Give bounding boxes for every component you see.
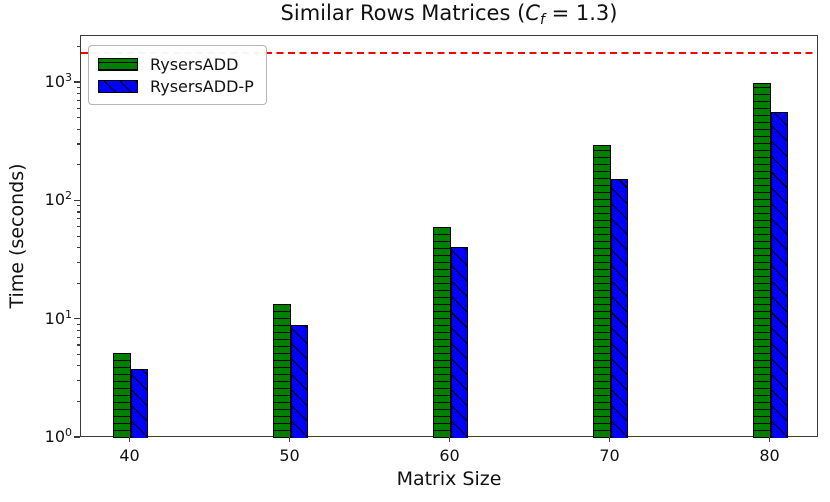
y-minor-tick (76, 86, 80, 89)
y-minor-tick (76, 329, 80, 331)
y-minor-tick (76, 128, 80, 130)
x-tick-label: 50 (279, 446, 300, 465)
y-minor-tick (76, 45, 80, 48)
legend-item: RysersADD-P (98, 75, 254, 97)
x-tick-label: 60 (439, 446, 460, 465)
chart-title-post: = 1.3) (544, 1, 618, 25)
y-tick (74, 199, 80, 201)
y-tick (74, 436, 80, 438)
plot-area (80, 35, 818, 438)
x-tick (128, 437, 131, 442)
x-tick (608, 437, 611, 442)
y-minor-tick (76, 365, 80, 367)
bar-rysersadd-p-70 (610, 178, 628, 438)
bar-rysersadd-p-50 (290, 325, 308, 438)
x-axis-label: Matrix Size (396, 468, 502, 490)
legend: RysersADD RysersADD-P (88, 45, 267, 105)
bar-rysersadd-40 (113, 353, 131, 438)
x-tick (448, 437, 451, 442)
chart-title-var: C (525, 1, 540, 25)
y-minor-tick (76, 261, 80, 263)
y-minor-tick (76, 99, 80, 102)
y-minor-tick (76, 282, 80, 284)
y-tick (74, 318, 80, 320)
y-minor-tick (76, 117, 80, 119)
bar-rysersadd-p-80 (770, 111, 788, 438)
chart-title-sub: f (539, 12, 545, 28)
y-minor-tick (76, 380, 80, 382)
y-minor-tick (76, 353, 80, 355)
y-minor-tick (76, 93, 80, 95)
legend-label: RysersADD (150, 54, 239, 74)
y-minor-tick (76, 400, 80, 403)
bar-rysersadd-80 (753, 83, 771, 438)
legend-item: RysersADD (98, 53, 254, 75)
bar-rysersadd-60 (433, 226, 451, 438)
bar-rysersadd-p-40 (130, 369, 148, 438)
chart-title-pre: Similar Rows Matrices ( (280, 1, 526, 25)
y-minor-tick (76, 344, 80, 346)
y-axis-label: Time (seconds) (6, 163, 28, 309)
y-tick-label: 102 (44, 189, 72, 210)
y-minor-tick (76, 143, 80, 145)
legend-patch-rysersadd (98, 57, 138, 71)
y-tick-label: 100 (44, 425, 72, 447)
x-tick-label: 40 (119, 446, 140, 465)
y-minor-tick (76, 211, 80, 213)
y-minor-tick (76, 336, 80, 338)
y-minor-tick (76, 218, 80, 220)
timeout-reference-line (81, 51, 817, 55)
legend-label: RysersADD-P (150, 76, 254, 96)
x-tick-label: 80 (759, 446, 780, 465)
x-tick (288, 437, 291, 442)
x-tick-label: 70 (599, 446, 620, 465)
y-minor-tick (76, 205, 80, 207)
y-tick (74, 81, 80, 83)
y-tick-label: 101 (44, 307, 72, 328)
x-tick (768, 437, 771, 442)
legend-patch-rysersadd-p (98, 79, 138, 93)
bar-rysersadd-70 (593, 144, 611, 438)
y-minor-tick (76, 107, 80, 109)
y-minor-tick (76, 246, 80, 249)
bar-rysersadd-p-60 (450, 247, 468, 438)
chart-title: Similar Rows Matrices (Cf = 1.3) (280, 1, 618, 28)
y-minor-tick (76, 235, 80, 237)
y-minor-tick (76, 226, 80, 228)
bar-rysersadd-50 (273, 304, 291, 438)
y-tick-label: 103 (44, 70, 72, 92)
y-minor-tick (76, 164, 80, 166)
y-minor-tick (76, 323, 80, 325)
